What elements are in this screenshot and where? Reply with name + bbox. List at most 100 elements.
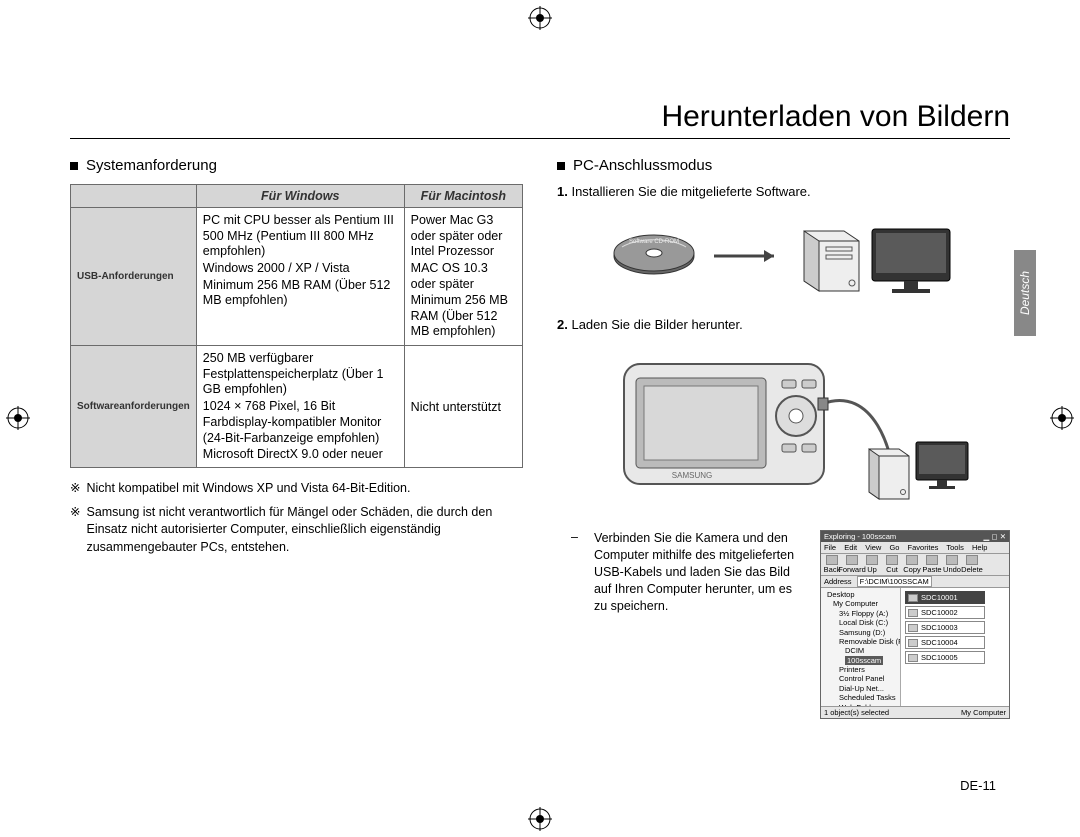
toolbar-button: Undo — [944, 555, 960, 574]
note-marker: ※ — [70, 480, 80, 498]
file-icon — [908, 594, 918, 602]
folder-tree: DesktopMy Computer3½ Floppy (A:)Local Di… — [821, 588, 901, 706]
file-item: SDC10003 — [905, 621, 985, 634]
note-marker: ※ — [70, 504, 80, 557]
tree-node: Web Folders — [823, 703, 898, 707]
toolbar-button: Delete — [964, 555, 980, 574]
explorer-body: DesktopMy Computer3½ Floppy (A:)Local Di… — [821, 588, 1009, 706]
file-item: SDC10004 — [905, 636, 985, 649]
page-number: DE-11 — [960, 778, 996, 793]
step-number: 2. — [557, 317, 568, 332]
language-tab: Deutsch — [1014, 250, 1036, 336]
page-title: Herunterladen von Bildern — [70, 100, 1010, 134]
note-text: Samsung ist nicht verantwortlich für Män… — [86, 504, 523, 557]
registration-mark-bottom — [528, 807, 552, 831]
file-item: SDC10001 — [905, 591, 985, 604]
steps-list: 1. Installieren Sie die mitgelieferte So… — [557, 184, 1010, 719]
tree-node: My Computer — [823, 599, 898, 608]
menu-item: Favorites — [908, 543, 939, 552]
cd-label: Software CD-ROM — [628, 239, 678, 245]
content-columns: Systemanforderung Für Windows Für Macint… — [70, 151, 1010, 719]
req-item: 250 MB verfügbarer Festplattenspeicherpl… — [203, 351, 398, 398]
tree-node: Local Disk (C:) — [823, 618, 898, 627]
file-icon — [908, 624, 918, 632]
file-name: SDC10004 — [921, 638, 958, 647]
note-item: ※ Nicht kompatibel mit Windows XP und Vi… — [70, 480, 523, 498]
note-text: Nicht kompatibel mit Windows XP und Vist… — [86, 480, 410, 498]
tree-node: Control Panel — [823, 674, 898, 683]
file-icon — [908, 654, 918, 662]
tree-node: 3½ Floppy (A:) — [823, 609, 898, 618]
section-heading-text: PC-Anschlussmodus — [573, 157, 712, 174]
file-item: SDC10002 — [905, 606, 985, 619]
section-heading-pc-mode: PC-Anschlussmodus — [557, 157, 1010, 174]
registration-mark-top — [528, 6, 552, 30]
toolbar-button: Cut — [884, 555, 900, 574]
column-header-mac: Für Macintosh — [404, 185, 522, 208]
toolbar-button: Forward — [844, 555, 860, 574]
menu-item: File — [824, 543, 836, 552]
toolbar-button: Copy — [904, 555, 920, 574]
tree-node: Samsung (D:) — [823, 628, 898, 637]
requirements-table: Für Windows Für Macintosh USB-Anforderun… — [70, 184, 523, 468]
toolbar-button: Up — [864, 555, 880, 574]
note-item: ※ Samsung ist nicht verantwortlich für M… — [70, 504, 523, 557]
registration-mark-right — [1050, 406, 1074, 430]
file-icon — [908, 639, 918, 647]
file-list: SDC10001 SDC10002 SDC10003 SDC10004 SDC10005 — [901, 588, 1009, 706]
explorer-titlebar: Exploring - 100sscam ▁ ◻ ✕ — [821, 531, 1009, 542]
req-item: Windows 2000 / XP / Vista — [203, 261, 398, 277]
explorer-addressbar: Address F:\DCIM\100SSCAM — [821, 576, 1009, 588]
step-1: 1. Installieren Sie die mitgelieferte So… — [557, 184, 1010, 199]
explorer-menubar: File Edit View Go Favorites Tools Help — [821, 542, 1009, 554]
svg-text:SAMSUNG: SAMSUNG — [671, 471, 711, 480]
file-name: SDC10005 — [921, 653, 958, 662]
step-text: Laden Sie die Bilder herunter. — [571, 317, 742, 332]
cell-usb-windows: PC mit CPU besser als Pentium III 500 MH… — [196, 208, 404, 346]
toolbar-button: Paste — [924, 555, 940, 574]
section-heading-system-requirements: Systemanforderung — [70, 157, 523, 174]
status-left: 1 object(s) selected — [824, 708, 889, 717]
row-header-software: Softwareanforderungen — [71, 346, 197, 468]
manual-page: Deutsch Herunterladen von Bildern System… — [0, 0, 1080, 837]
explorer-toolbar: Back Forward Up Cut Copy Paste Undo Dele… — [821, 554, 1009, 576]
row-header-usb: USB-Anforderungen — [71, 208, 197, 346]
step-text: Installieren Sie die mitgelieferte Softw… — [571, 184, 810, 199]
tree-node: Desktop — [823, 590, 898, 599]
right-column: PC-Anschlussmodus 1. Installieren Sie di… — [557, 151, 1010, 719]
menu-item: Edit — [844, 543, 857, 552]
tree-node: Removable Disk (F:) — [823, 637, 898, 646]
req-item: PC mit CPU besser als Pentium III 500 MH… — [203, 213, 398, 260]
tree-node: 100sscam — [823, 656, 898, 665]
tree-node: DCIM — [823, 646, 898, 655]
file-icon — [908, 609, 918, 617]
square-bullet-icon — [557, 162, 565, 170]
substep-dash: – — [557, 530, 578, 719]
menu-item: Go — [889, 543, 899, 552]
column-header-windows: Für Windows — [196, 185, 404, 208]
step-number: 1. — [557, 184, 568, 199]
cell-usb-mac: Power Mac G3 oder später oder Intel Proz… — [404, 208, 522, 346]
req-item: 1024 × 768 Pixel, 16 Bit Farbdisplay-kom… — [203, 399, 398, 430]
tree-node: Printers — [823, 665, 898, 674]
menu-item: View — [865, 543, 881, 552]
explorer-statusbar: 1 object(s) selected My Computer — [821, 706, 1009, 718]
cell-software-windows: 250 MB verfügbarer Festplattenspeicherpl… — [196, 346, 404, 468]
step-2: 2. Laden Sie die Bilder herunter. — [557, 317, 1010, 332]
explorer-window: Exploring - 100sscam ▁ ◻ ✕ File Edit Vie… — [820, 530, 1010, 719]
req-item: Minimum 256 MB RAM (Über 512 MB empfohle… — [203, 278, 398, 309]
window-controls-icon: ▁ ◻ ✕ — [984, 532, 1006, 541]
req-item: Minimum 256 MB RAM (Über 512 MB empfohle… — [411, 293, 516, 340]
table-corner — [71, 185, 197, 208]
notes: ※ Nicht kompatibel mit Windows XP und Vi… — [70, 480, 523, 556]
section-heading-text: Systemanforderung — [86, 157, 217, 174]
tree-node: Dial-Up Net... — [823, 684, 898, 693]
status-right: My Computer — [961, 708, 1006, 717]
req-item: (24-Bit-Farbanzeige empfohlen) Microsoft… — [203, 431, 398, 462]
tree-node: Scheduled Tasks — [823, 693, 898, 702]
address-label: Address — [824, 577, 852, 586]
explorer-screenshot: Exploring - 100sscam ▁ ◻ ✕ File Edit Vie… — [820, 530, 1010, 719]
file-name: SDC10002 — [921, 608, 958, 617]
req-item: Power Mac G3 oder später oder Intel Proz… — [411, 213, 516, 260]
file-name: SDC10003 — [921, 623, 958, 632]
